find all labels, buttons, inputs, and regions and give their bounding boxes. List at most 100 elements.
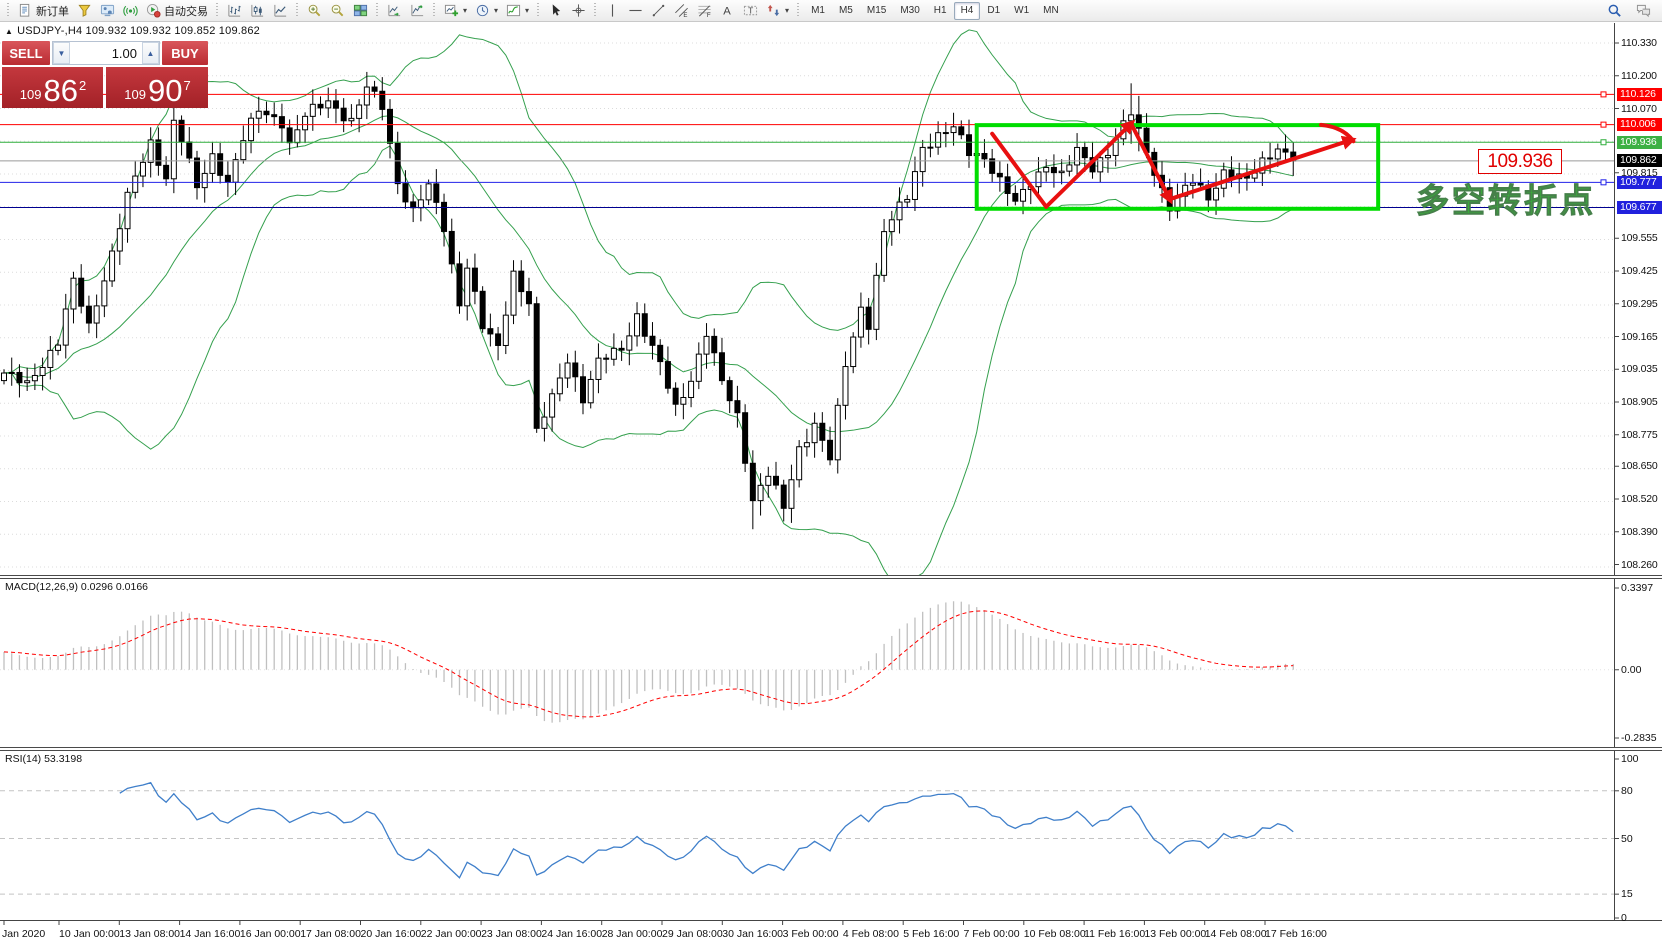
pane-divider-rsi[interactable]: [0, 747, 1662, 751]
buy-button[interactable]: BUY: [162, 41, 208, 65]
timeframe-H4[interactable]: H4: [953, 1, 981, 20]
price-tick-label: 108.905: [1621, 396, 1658, 408]
chart-bars-button[interactable]: [223, 0, 246, 21]
price-badge-109.677: 109.677: [1617, 201, 1662, 214]
candles-layer: [1, 71, 1297, 530]
toolbar: 新订单 自动交易 ▾ ▾ ▾ E F A T ▾ M1 M5 M15 M30 H1 H4 D1 W1 MN: [0, 0, 1662, 22]
cursor-button[interactable]: [544, 0, 567, 21]
price-badge-110.126: 110.126: [1617, 87, 1662, 101]
svg-text:E: E: [683, 12, 687, 18]
buy-price-panel[interactable]: 109 90 7: [106, 67, 208, 108]
svg-text:A: A: [723, 6, 731, 18]
volume-increase-button[interactable]: ▲: [142, 42, 159, 64]
pane-divider-macd[interactable]: [0, 575, 1662, 579]
collapse-arrow-icon[interactable]: ▲: [5, 27, 14, 36]
community-icon: [100, 4, 115, 17]
dropdown-caret-icon[interactable]: ▾: [525, 6, 530, 15]
arrows-button[interactable]: ▾: [762, 0, 793, 21]
fibonacci-button[interactable]: F: [693, 0, 716, 21]
chart-candles-button[interactable]: [246, 0, 269, 21]
rsi-axis-label: 0: [1621, 912, 1627, 924]
price-tick-label: 108.775: [1621, 428, 1658, 441]
rsi-axis-label: 50: [1621, 832, 1633, 845]
timeframe-D1[interactable]: D1: [987, 4, 1001, 16]
chart-line-icon: [274, 4, 287, 17]
new-order-button[interactable]: 新订单: [14, 0, 73, 21]
timeframe-M1[interactable]: M1: [811, 4, 825, 16]
text-label-button[interactable]: T: [739, 0, 762, 21]
chart-line-button[interactable]: [269, 0, 292, 21]
rsi-axis-label: 15: [1621, 888, 1633, 901]
price-tick-label: 110.330: [1621, 37, 1657, 49]
price-badge-109.862: 109.862: [1617, 154, 1662, 168]
hline-button[interactable]: [624, 0, 647, 21]
time-axis-label: 10 Feb 08:00: [1023, 928, 1086, 940]
macd-axis-label: 0.00: [1621, 663, 1642, 676]
timeframe-W1[interactable]: W1: [1014, 4, 1030, 16]
new-chart-button[interactable]: ▾: [440, 0, 471, 21]
auto-scroll-button[interactable]: [383, 0, 406, 21]
dropdown-caret-icon[interactable]: ▾: [494, 6, 499, 15]
funnel-button[interactable]: [73, 0, 96, 21]
volume-decrease-button[interactable]: ▼: [53, 42, 70, 64]
autotrade-button[interactable]: 自动交易: [142, 0, 212, 21]
crosshair-icon: [572, 4, 585, 17]
time-axis-label: 11 Feb 16:00: [1084, 928, 1146, 940]
dropdown-caret-icon[interactable]: ▾: [785, 6, 790, 15]
macd-indicator-label: MACD(12,26,9) 0.0296 0.0166: [5, 581, 149, 593]
time-axis-label: 28 Jan 00:00: [601, 928, 663, 940]
bollinger-bands-layer: [3, 29, 1294, 575]
community-button[interactable]: [96, 0, 119, 21]
zoom-out-icon: [331, 4, 344, 17]
timeframe-MN[interactable]: MN: [1043, 4, 1059, 16]
timeframe-M30[interactable]: M30: [900, 4, 920, 16]
chat-button[interactable]: [1632, 0, 1655, 21]
chart-bars-icon: [228, 4, 241, 17]
zoom-in-button[interactable]: [303, 0, 326, 21]
new-order-label: 新订单: [36, 5, 69, 18]
red-zigzag-arrow: [1167, 135, 1357, 202]
text-icon: A: [723, 6, 731, 18]
chart-canvas[interactable]: [0, 22, 1662, 947]
signal-button[interactable]: [119, 0, 142, 21]
time-axis-label: 14 Feb 08:00: [1204, 928, 1267, 940]
rsi-indicator-label: RSI(14) 53.3198: [5, 753, 83, 765]
chart-shift-button[interactable]: [406, 0, 429, 21]
search-icon: [1608, 4, 1621, 17]
time-axis-label: 7 Feb 00:00: [963, 928, 1020, 940]
fibonacci-icon: F: [698, 5, 711, 18]
timeframe-M5[interactable]: M5: [838, 4, 853, 16]
vline-button[interactable]: [601, 0, 624, 21]
search-button[interactable]: [1603, 0, 1626, 21]
dropdown-caret-icon[interactable]: ▾: [463, 6, 468, 15]
indicators-button[interactable]: ▾: [502, 0, 533, 21]
timeframe-H1[interactable]: H1: [933, 4, 947, 16]
rsi-axis-label: 80: [1621, 784, 1633, 797]
channel-button[interactable]: E: [670, 0, 693, 21]
tile-windows-button[interactable]: [349, 0, 372, 21]
chinese-note-text[interactable]: 多空转折点: [1416, 182, 1596, 220]
autotrade-label: 自动交易: [164, 5, 208, 18]
toolbar-separator: [592, 3, 600, 18]
volume-input[interactable]: 1.00: [111, 45, 137, 61]
trendline-icon: [652, 4, 665, 17]
zoom-out-button[interactable]: [326, 0, 349, 21]
red-zigzag-arrow: [1044, 119, 1136, 209]
red-arrow-hook: [1319, 122, 1356, 144]
text-button[interactable]: A: [716, 0, 739, 21]
one-click-trade-panel: SELL ▼ 1.00 ▲ BUY 109 86 2 109 90 7: [2, 41, 208, 108]
sell-price-panel[interactable]: 109 86 2: [2, 67, 103, 108]
clock-button[interactable]: ▾: [471, 0, 502, 21]
time-axis-label: Jan 2020: [2, 928, 46, 940]
timeframe-M15[interactable]: M15: [866, 4, 887, 16]
chart-window[interactable]: ▲ USDJPY-,H4 109.932 109.932 109.852 109.…: [0, 22, 1662, 947]
grid-layer: [0, 42, 1614, 568]
macd-axis-label: -0.2835: [1621, 732, 1657, 744]
green-rectangle-annotation: [974, 123, 1381, 211]
time-axis-label: 23 Jan 08:00: [481, 928, 542, 940]
price-callout-label[interactable]: 109.936: [1478, 149, 1562, 174]
price-tick-label: 109.555: [1621, 232, 1658, 245]
crosshair-button[interactable]: [567, 0, 590, 21]
sell-button[interactable]: SELL: [2, 41, 50, 65]
trendline-button[interactable]: [647, 0, 670, 21]
